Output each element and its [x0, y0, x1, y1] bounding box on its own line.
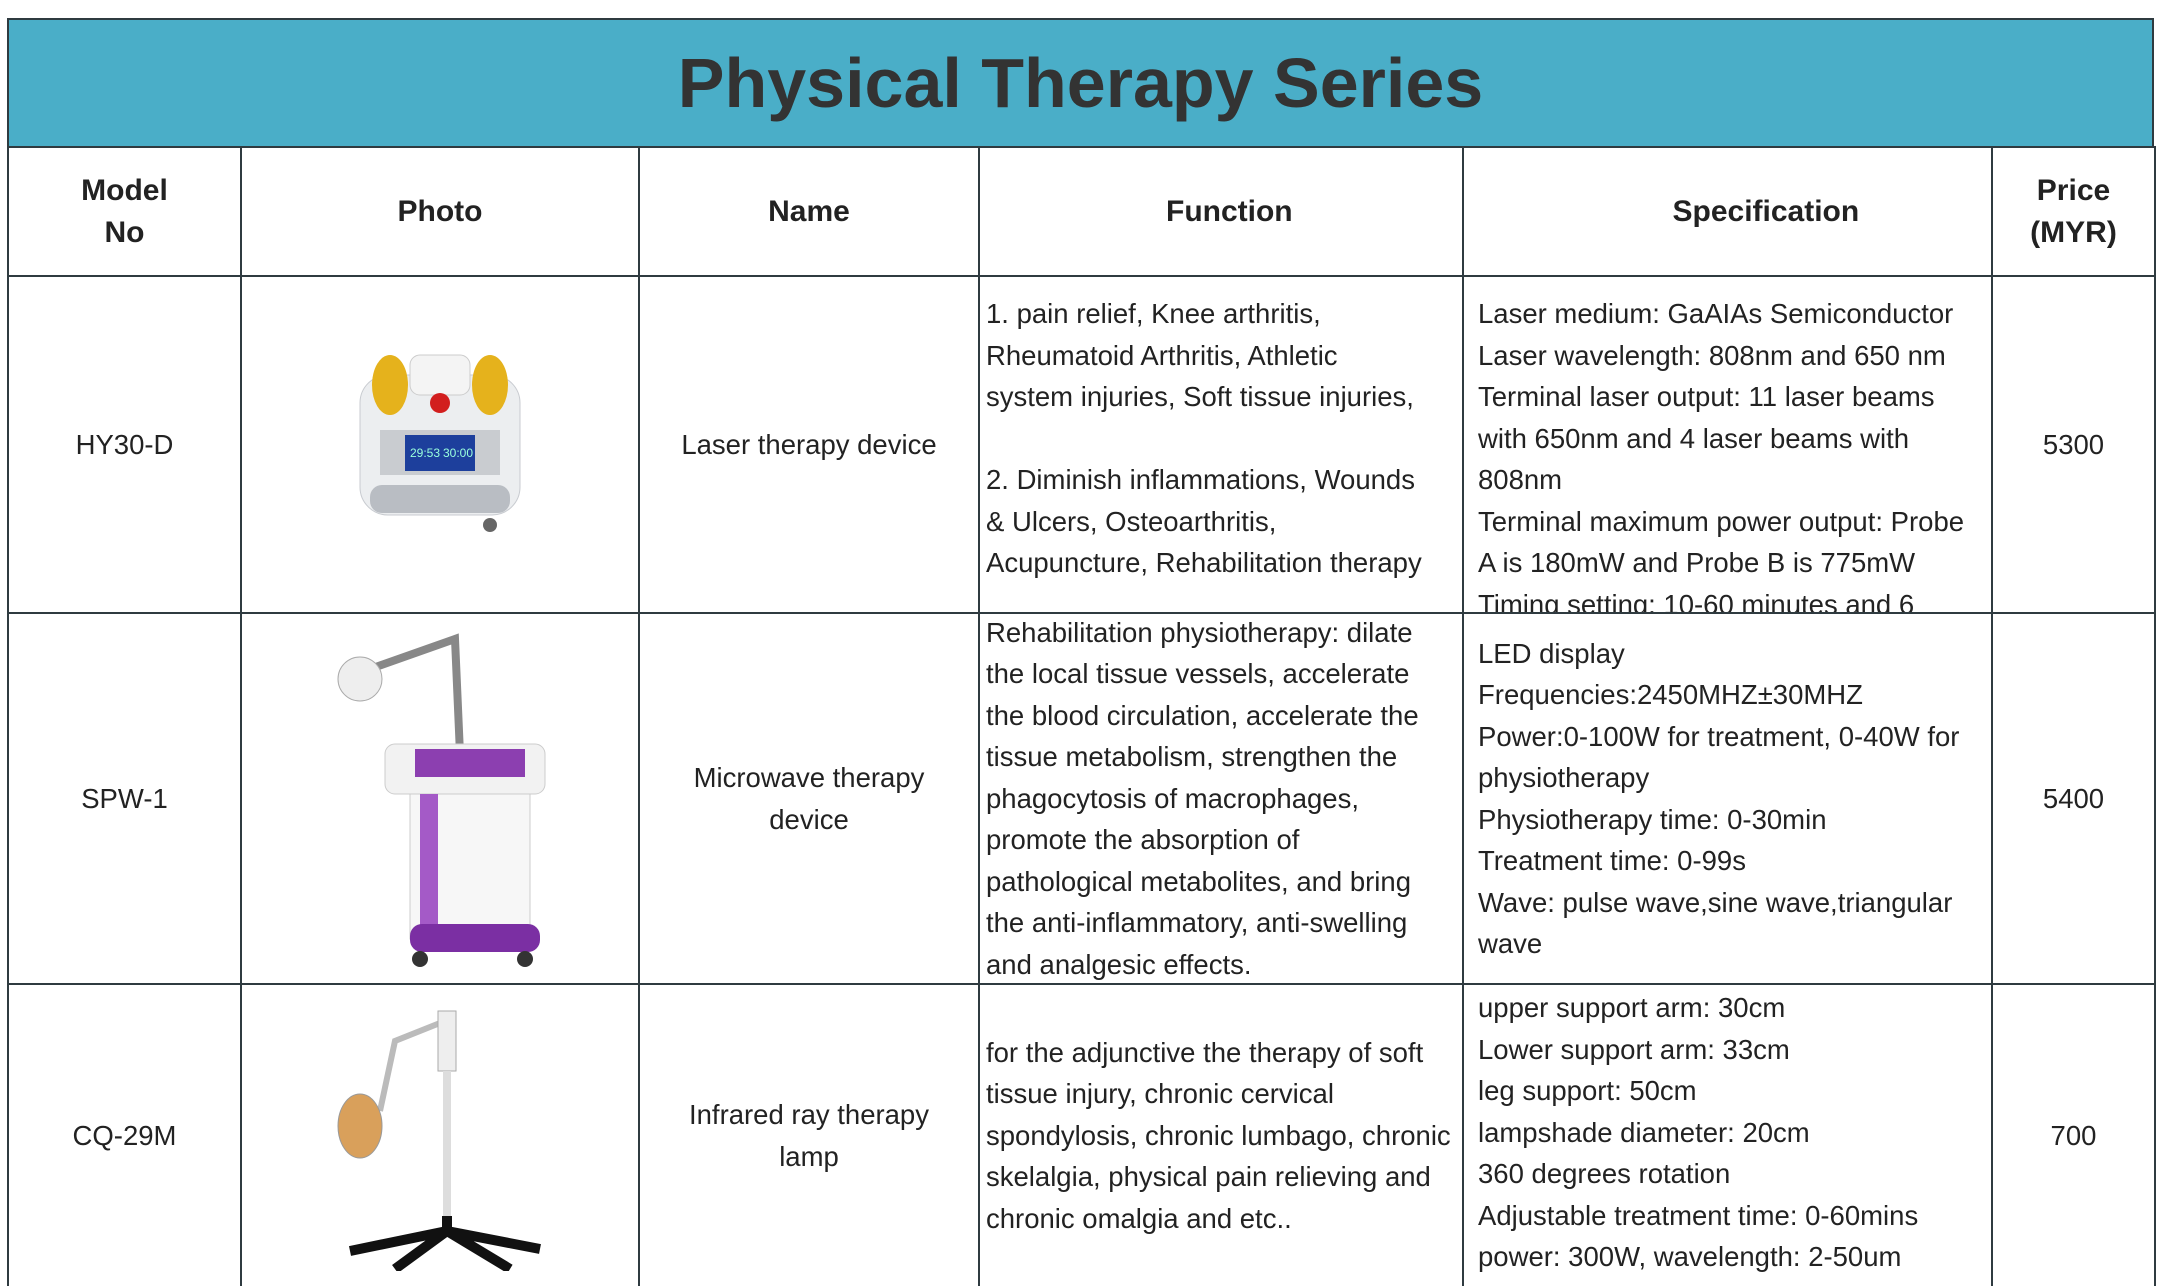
- specification-line: wave: [1478, 928, 1543, 959]
- specification-line: Frequencies:2450MHZ±30MHZ: [1478, 679, 1863, 710]
- function-paragraph: 2. Diminish inflammations, Wounds & Ulcer…: [986, 459, 1456, 584]
- name: Laser therapy device: [681, 428, 937, 460]
- specification-line: physiotherapy: [1478, 762, 1650, 793]
- function-line: pathological metabolites, and bring: [986, 865, 1412, 897]
- column-header-text: Function: [1166, 194, 1293, 228]
- specification-line: Wave: pulse wave,sine wave,triangular: [1478, 886, 1953, 918]
- specification-line: with 650nm and 4 laser beams with: [1478, 422, 1910, 454]
- function-line: tissue metabolism, strengthen the: [986, 741, 1398, 773]
- function-line: Rheumatoid Arthritis, Athletic: [986, 339, 1338, 371]
- column-header: Model No: [9, 146, 242, 275]
- column-header-text: Price (MYR): [2030, 173, 2117, 249]
- svg-text:30:00: 30:00: [443, 446, 473, 460]
- function-line: promote the absorption of: [986, 824, 1300, 856]
- column-header: Photo: [242, 146, 640, 275]
- name: Infrared ray therapy lamp: [689, 1099, 929, 1172]
- specification-line: Physiotherapy time: 0-30min: [1478, 803, 1827, 835]
- specification-line: 808nm: [1478, 464, 1563, 495]
- name-cell: Microwave therapy device: [640, 612, 980, 983]
- photo-cell: [242, 983, 640, 1286]
- function-line: Acupuncture, Rehabilitation therapy: [986, 547, 1422, 578]
- specification-line: Power:0-100W for treatment, 0-40W for: [1478, 720, 1960, 752]
- document: Physical Therapy Series Model No Photo Nam…: [7, 18, 2156, 1286]
- specification-cell: Laser medium: GaAIAs Semiconductor Laser …: [1464, 275, 1993, 612]
- column-header-text: Model No: [81, 173, 168, 249]
- column-header-text: Photo: [397, 194, 483, 228]
- function-line: & Ulcers, Osteoarthritis,: [986, 505, 1277, 537]
- function-line: and analgesic effects.: [986, 948, 1252, 980]
- price-cell: 5400: [1993, 612, 2156, 983]
- photo-cell: 29:53 30:00: [242, 275, 640, 612]
- function-paragraph: for the adjunctive the therapy of soft ti…: [986, 1032, 1456, 1240]
- function-line: tissue injury, chronic cervical: [986, 1078, 1334, 1110]
- column-header-text: Name: [768, 194, 850, 228]
- function-cell: Rehabilitation physiotherapy: dilate the …: [980, 612, 1464, 983]
- specification-line: LED display: [1478, 637, 1625, 669]
- price-cell: 5300: [1993, 275, 2156, 612]
- model-cell: SPW-1: [9, 612, 242, 983]
- specification-line: power: 300W, wavelength: 2-50um: [1478, 1241, 1902, 1272]
- specification-line: Adjustable treatment time: 0-60mins: [1478, 1199, 1919, 1231]
- specification-line: Treatment time: 0-99s: [1478, 845, 1746, 876]
- function-cell: 1. pain relief, Knee arthritis, Rheumatoi…: [980, 275, 1464, 612]
- function-line: for the adjunctive the therapy of soft: [986, 1036, 1424, 1068]
- name-cell: Infrared ray therapy lamp: [640, 983, 980, 1286]
- function-line: spondylosis, chronic lumbago, chronic: [986, 1119, 1451, 1151]
- svg-text:29:53: 29:53: [410, 446, 440, 460]
- title: Physical Therapy Series: [677, 44, 1484, 122]
- function-line: phagocytosis of macrophages,: [986, 782, 1359, 814]
- model-cell: CQ-29M: [9, 983, 242, 1286]
- function-line: 2. Diminish inflammations, Wounds: [986, 464, 1415, 495]
- specification-cell: upper support arm: 30cm Lower support arm…: [1464, 983, 1993, 1286]
- function-line: chronic omalgia and etc..: [986, 1202, 1292, 1234]
- specification-line: Laser medium: GaAIAs Semiconductor: [1478, 298, 1954, 329]
- function-paragraph: 1. pain relief, Knee arthritis, Rheumatoi…: [986, 293, 1456, 418]
- function-paragraph: Rehabilitation physiotherapy: dilate the …: [986, 614, 1456, 983]
- price: 5300: [2042, 428, 2105, 460]
- price: 5400: [2042, 782, 2105, 814]
- name-cell: Laser therapy device: [640, 275, 980, 612]
- specification-line: Timing setting: 10-60 minutes and 6: [1478, 588, 1915, 613]
- specification-line: A is 180mW and Probe B is 775mW: [1478, 547, 1916, 578]
- column-header-text: Specification: [1672, 194, 1860, 228]
- price-cell: 700: [1993, 983, 2156, 1286]
- model-cell: HY30-D: [9, 275, 242, 612]
- function-line: skelalgia, physical pain relieving and: [986, 1161, 1431, 1193]
- function-line: 1. pain relief, Knee arthritis,: [986, 298, 1321, 329]
- model-no: HY30-D: [75, 428, 174, 460]
- function-line: system injuries, Soft tissue injuries,: [986, 381, 1414, 412]
- name: Microwave therapy device: [693, 762, 925, 835]
- title-band: Physical Therapy Series: [7, 18, 2154, 146]
- function-cell: for the adjunctive the therapy of soft ti…: [980, 983, 1464, 1286]
- photo-cell: [242, 612, 640, 983]
- function-line: the blood circulation, accelerate the: [986, 699, 1419, 731]
- model-no: CQ-29M: [72, 1119, 177, 1151]
- specification-line: Terminal maximum power output: Probe: [1478, 505, 1965, 537]
- specification-line: upper support arm: 30cm: [1478, 992, 1786, 1023]
- function-line: the anti-inflammatory, anti-swelling: [986, 907, 1408, 939]
- specification-line: lampshade diameter: 20cm: [1478, 1116, 1810, 1148]
- model-no: SPW-1: [81, 782, 168, 814]
- column-header: Function: [980, 146, 1464, 275]
- column-header: Name: [640, 146, 980, 275]
- price: 700: [2050, 1119, 2097, 1151]
- specification-line: 360 degrees rotation: [1478, 1158, 1731, 1189]
- table: Model No Photo Name Function Specification Pr…: [7, 146, 2156, 1286]
- column-header: Price (MYR): [1993, 146, 2156, 275]
- function-line: Rehabilitation physiotherapy: dilate: [986, 616, 1413, 648]
- column-header: Specification: [1464, 146, 1993, 275]
- function-line: the local tissue vessels, accelerate: [986, 658, 1410, 690]
- specification-line: Laser wavelength: 808nm and 650 nm: [1478, 339, 1946, 371]
- specification-cell: LED display Frequencies:2450MHZ±30MHZ Powe…: [1464, 612, 1993, 983]
- specification-line: Lower support arm: 33cm: [1478, 1033, 1790, 1065]
- specification-line: leg support: 50cm: [1478, 1075, 1697, 1106]
- specification-line: Terminal laser output: 11 laser beams: [1478, 381, 1935, 412]
